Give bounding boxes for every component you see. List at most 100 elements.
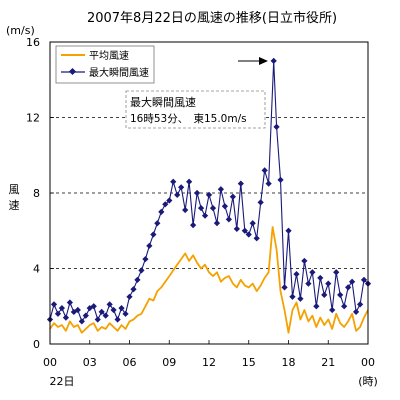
- max-point: [221, 203, 229, 210]
- max-point: [321, 291, 328, 299]
- max-point: [50, 301, 58, 308]
- max-point: [249, 220, 256, 227]
- max-point: [289, 293, 296, 300]
- y-tick-label: 16: [26, 36, 40, 49]
- max-point: [102, 312, 109, 319]
- max-point: [317, 274, 324, 282]
- max-point: [94, 316, 101, 323]
- max-point: [193, 189, 201, 197]
- max-point: [253, 235, 260, 242]
- max-point: [158, 208, 165, 215]
- legend-avg-label: 平均風速: [89, 50, 129, 62]
- max-point: [174, 191, 181, 199]
- annotation-line-1: 最大瞬間風速: [130, 95, 196, 109]
- max-point: [62, 314, 70, 321]
- max-point: [348, 278, 356, 285]
- max-point: [197, 204, 205, 212]
- legend-max-label: 最大瞬間風速: [89, 66, 149, 79]
- y-axis-unit: (m/s): [6, 24, 35, 37]
- y-tick-label: 0: [33, 338, 40, 351]
- max-point: [170, 178, 177, 185]
- x-tick-label: 03: [83, 356, 97, 369]
- max-point: [257, 199, 264, 206]
- max-point: [66, 299, 74, 306]
- x-tick-label: 06: [123, 356, 137, 369]
- max-point: [146, 242, 153, 249]
- max-point: [277, 176, 284, 183]
- max-point: [265, 180, 272, 187]
- max-point: [58, 305, 66, 312]
- max-point: [189, 221, 197, 229]
- x-tick-label: 00: [361, 356, 375, 369]
- max-point: [142, 255, 149, 263]
- max-point: [305, 280, 312, 287]
- chart-title: 2007年8月22日の風速の推移(日立市役所): [87, 10, 337, 26]
- x-axis-unit: (時): [358, 375, 378, 388]
- max-point: [205, 191, 213, 199]
- max-point: [209, 204, 217, 212]
- max-point: [301, 257, 308, 265]
- y-axis-title-char-2: 速: [9, 199, 20, 212]
- plot-frame: [49, 41, 369, 345]
- max-point: [138, 267, 145, 274]
- max-point: [130, 286, 137, 293]
- max-point: [106, 301, 113, 308]
- x-tick-label: 09: [162, 356, 176, 369]
- annotation: 最大瞬間風速 16時53分、 東15.0m/s: [125, 90, 266, 129]
- legend-box: [55, 45, 155, 84]
- max-point: [82, 312, 89, 319]
- x-tick-label: 18: [282, 356, 296, 369]
- max-point: [186, 178, 193, 185]
- max-point: [126, 293, 133, 300]
- y-tick-label: 4: [33, 263, 40, 276]
- max-point: [273, 123, 280, 131]
- y-axis-title-char-1: 風: [9, 183, 20, 196]
- y-tick-label: 8: [33, 187, 40, 200]
- x-tick-label: 12: [202, 356, 216, 369]
- max-point: [293, 271, 300, 278]
- max-point: [356, 301, 364, 308]
- max-point: [118, 305, 125, 312]
- max-point: [134, 276, 141, 283]
- max-point: [178, 184, 185, 191]
- max-point: [325, 280, 332, 287]
- y-tick-label: 12: [26, 112, 40, 125]
- annotation-box: [125, 90, 266, 129]
- max-point: [90, 303, 97, 310]
- max-point: [166, 197, 173, 204]
- max-point: [201, 212, 209, 219]
- max-point: [229, 193, 236, 200]
- max-point: [352, 308, 360, 316]
- max-point: [313, 303, 320, 310]
- legend: 平均風速 最大瞬間風速: [55, 45, 155, 84]
- max-point: [182, 206, 189, 214]
- max-point: [154, 220, 161, 227]
- peak-arrow: [238, 57, 268, 65]
- max-point: [309, 269, 316, 276]
- max-point: [233, 225, 240, 233]
- x-date-label: 22日: [50, 375, 75, 388]
- max-point: [345, 284, 352, 291]
- max-point: [341, 303, 348, 310]
- x-tick-label: 00: [43, 356, 57, 369]
- max-point: [237, 180, 244, 187]
- max-point: [114, 316, 121, 323]
- max-point: [333, 269, 340, 276]
- x-tick-labels: 00 03 06 09 12 15 18 21 00: [43, 340, 375, 369]
- max-point: [261, 167, 268, 174]
- grid-lines: [50, 117, 368, 269]
- max-point: [285, 227, 292, 234]
- max-point: [337, 291, 344, 299]
- max-point: [225, 216, 232, 223]
- x-tick-label: 21: [321, 356, 335, 369]
- max-point: [150, 231, 157, 238]
- series-line-avg: [49, 226, 369, 334]
- max-point: [270, 57, 277, 64]
- x-tick-label: 15: [242, 356, 256, 369]
- max-point: [213, 220, 221, 227]
- max-point: [329, 306, 336, 314]
- max-point: [54, 310, 62, 317]
- y-axis-title: 風 速: [9, 183, 20, 212]
- max-point: [241, 227, 248, 234]
